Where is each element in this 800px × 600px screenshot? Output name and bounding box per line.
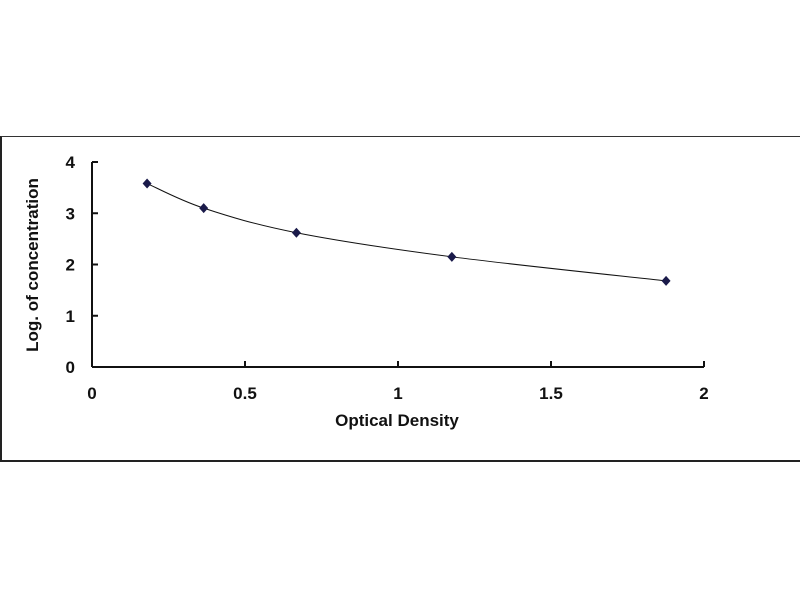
- y-tick-label: 4: [66, 153, 76, 172]
- data-point: [199, 203, 209, 214]
- y-axis-label: Log. of concentration: [23, 178, 42, 352]
- y-tick-label: 0: [66, 358, 75, 377]
- data-point: [291, 227, 301, 238]
- x-tick-label: 1: [393, 384, 402, 403]
- y-tick-label: 1: [66, 307, 75, 326]
- x-tick-label: 1.5: [539, 384, 563, 403]
- data-point: [142, 178, 152, 189]
- x-tick-label: 0.5: [233, 384, 257, 403]
- x-tick-label: 0: [87, 384, 96, 403]
- data-point: [661, 275, 671, 286]
- chart-frame: [0, 136, 800, 462]
- y-tick-label: 3: [66, 204, 75, 223]
- x-axis-label: Optical Density: [335, 411, 459, 430]
- x-tick-label: 2: [699, 384, 708, 403]
- trendline: [146, 183, 667, 282]
- data-point: [447, 251, 457, 262]
- y-tick-label: 2: [66, 256, 75, 275]
